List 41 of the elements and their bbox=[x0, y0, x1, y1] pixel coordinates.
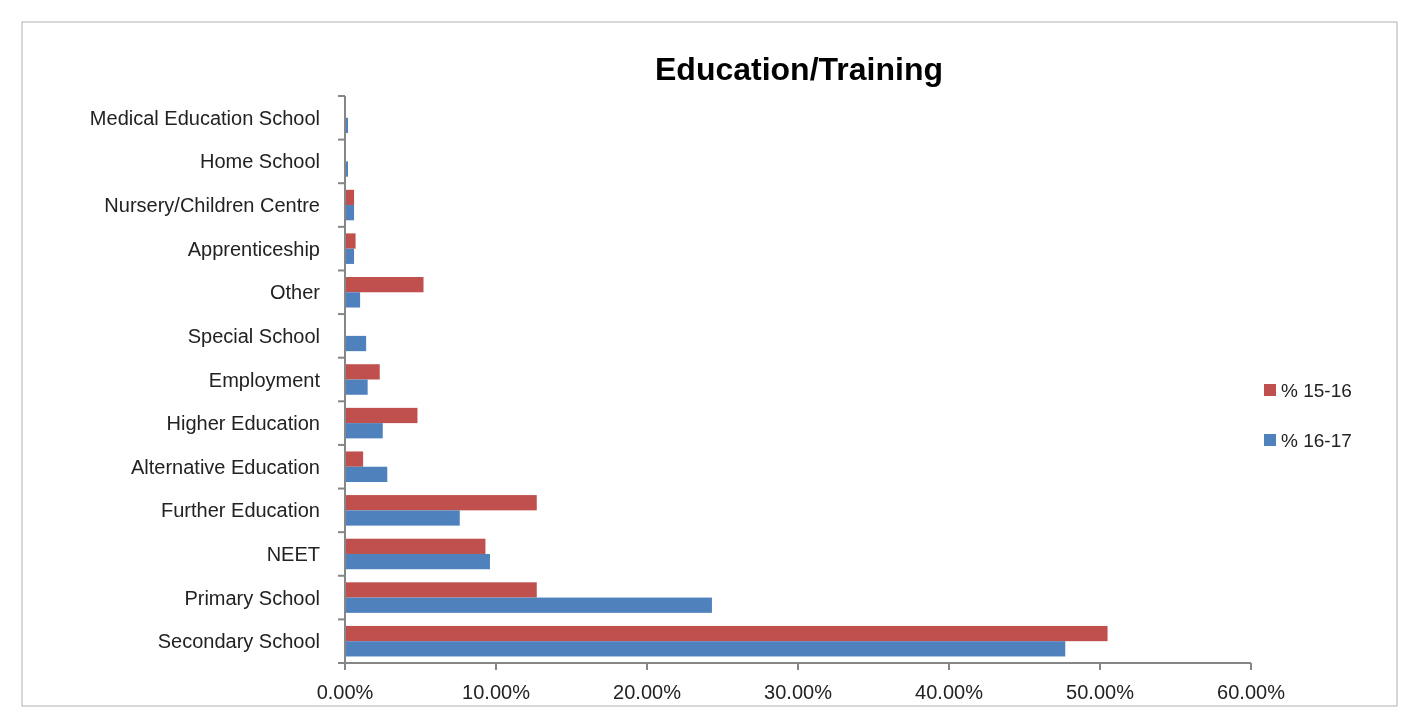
bar bbox=[345, 538, 486, 554]
x-tick-label: 50.00% bbox=[1066, 681, 1135, 703]
y-tick-label: NEET bbox=[266, 542, 320, 565]
bar bbox=[345, 423, 383, 439]
y-tick-label: Primary School bbox=[184, 586, 320, 609]
y-tick-label: Nursery/Children Centre bbox=[104, 194, 320, 217]
bar bbox=[345, 277, 424, 293]
y-tick-label: Special School bbox=[187, 324, 320, 347]
y-tick-label: Medical Education School bbox=[89, 106, 320, 129]
x-tick-label: 20.00% bbox=[613, 681, 682, 703]
bar bbox=[345, 379, 368, 395]
y-tick-label: Home School bbox=[199, 150, 320, 173]
bar bbox=[345, 233, 356, 249]
bar bbox=[345, 466, 388, 482]
y-tick-label: Higher Education bbox=[166, 412, 320, 435]
bar bbox=[345, 495, 537, 511]
bar bbox=[345, 364, 380, 380]
bar bbox=[345, 407, 418, 424]
legend-label: % 15-16 bbox=[1281, 379, 1352, 401]
bar bbox=[345, 641, 1066, 657]
x-tick-label: 0.00% bbox=[316, 681, 374, 703]
bar bbox=[345, 451, 364, 467]
bar bbox=[345, 625, 1108, 642]
y-tick-label: Further Education bbox=[161, 499, 320, 522]
y-tick-label: Secondary School bbox=[157, 630, 320, 653]
legend-label: % 16-17 bbox=[1281, 429, 1352, 451]
bar bbox=[345, 510, 460, 526]
y-tick-label: Apprenticeship bbox=[187, 237, 320, 260]
y-tick-label: Other bbox=[269, 281, 321, 304]
bar bbox=[345, 553, 490, 570]
bar bbox=[345, 582, 537, 598]
x-tick-label: 60.00% bbox=[1217, 681, 1286, 703]
bar bbox=[345, 335, 367, 352]
x-tick-label: 30.00% bbox=[764, 681, 833, 703]
bar bbox=[345, 597, 712, 613]
y-tick-label: Alternative Education bbox=[130, 455, 320, 478]
x-tick-label: 10.00% bbox=[462, 681, 531, 703]
bar bbox=[345, 292, 361, 308]
x-tick-label: 40.00% bbox=[915, 681, 984, 703]
chart-title: Education/Training bbox=[654, 51, 944, 87]
y-tick-label: Employment bbox=[208, 368, 321, 391]
